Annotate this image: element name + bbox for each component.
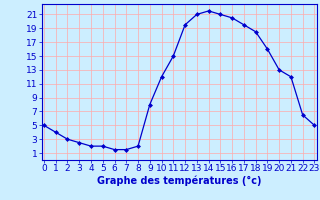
X-axis label: Graphe des températures (°c): Graphe des températures (°c) bbox=[97, 176, 261, 186]
